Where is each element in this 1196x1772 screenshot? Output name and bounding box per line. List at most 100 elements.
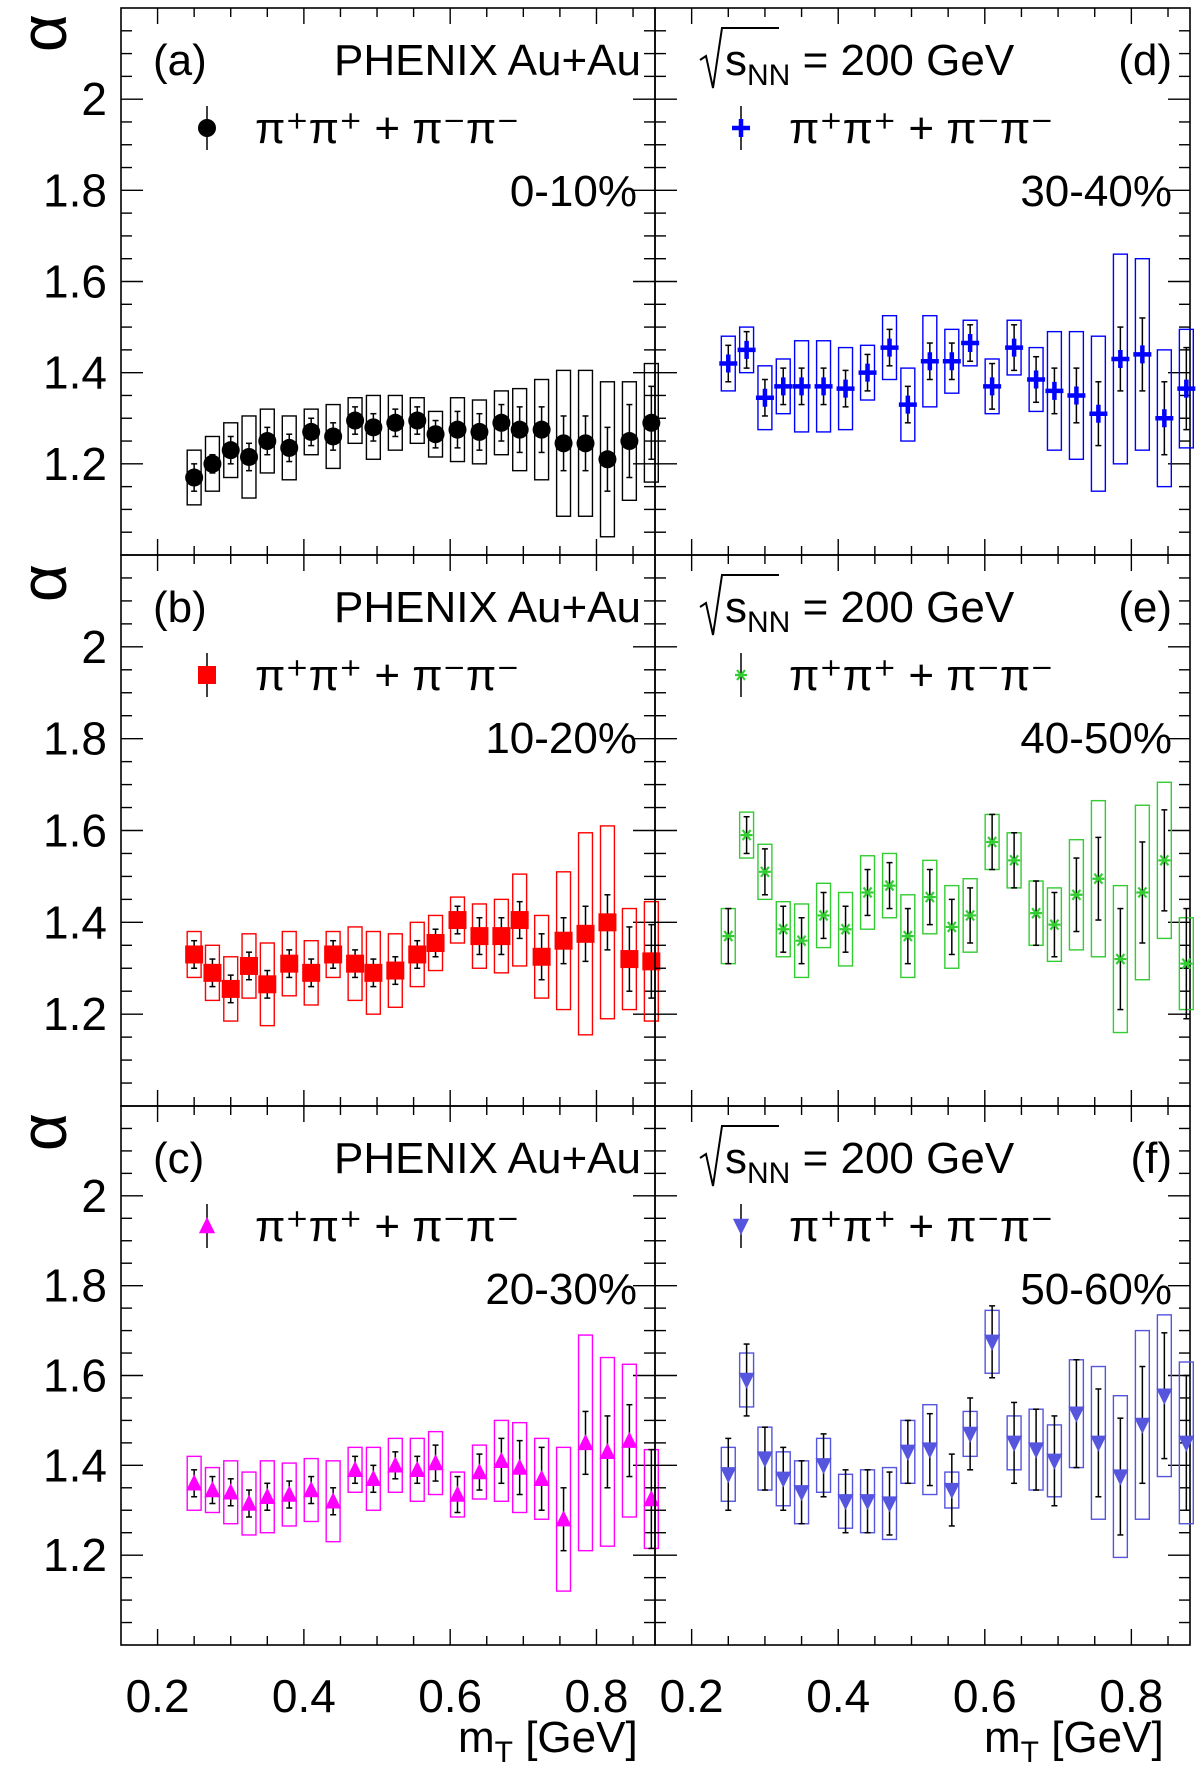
legend-label: π⁺π⁺ + π⁻π⁻ (255, 104, 519, 153)
syst-box (409, 1437, 425, 1502)
data-marker (883, 879, 896, 892)
x-axis-label-m: m (458, 1713, 495, 1762)
x-tick-label: 0.2 (126, 1670, 190, 1722)
data-point (1134, 1329, 1151, 1520)
data-point (719, 335, 738, 392)
data-point (386, 933, 405, 1008)
data-point (1177, 328, 1196, 449)
y-tick-label: 2 (81, 73, 107, 125)
data-point (427, 1430, 444, 1496)
data-point (1045, 330, 1064, 451)
y-tick-label: 1.8 (43, 164, 107, 216)
panel-e: sNN = 200 GeV (e) π⁺π⁺ + π⁻π⁻ 40-50% (654, 554, 1194, 1107)
data-marker (532, 947, 551, 966)
syst-box (533, 1437, 550, 1520)
data-marker (302, 422, 321, 441)
data-marker (1070, 889, 1083, 901)
data-point (408, 921, 427, 988)
data-marker (621, 1431, 638, 1448)
syst-box (223, 1460, 239, 1525)
data-point (186, 1455, 203, 1511)
data-point (364, 394, 383, 460)
data-marker (1112, 1469, 1129, 1486)
legend-label: π⁺π⁺ + π⁻π⁻ (255, 1202, 519, 1251)
syst-box (944, 884, 960, 969)
data-marker (755, 388, 774, 407)
syst-box (471, 1444, 488, 1500)
data-marker (983, 377, 1002, 396)
data-point (599, 1356, 616, 1547)
energy-label-rest: = 200 GeV (790, 36, 1014, 85)
syst-box (493, 1419, 510, 1502)
legend-marker (732, 1218, 750, 1235)
centrality-label: 10-20% (485, 714, 637, 763)
data-marker (303, 1481, 320, 1498)
data-point (1155, 349, 1174, 488)
data-point (449, 1471, 466, 1518)
data-marker (861, 886, 874, 899)
data-point (1111, 253, 1130, 465)
y-tick-label: 1.2 (43, 438, 107, 490)
data-marker (620, 432, 639, 451)
data-point (1027, 346, 1046, 413)
y-tick-label: 1.6 (43, 805, 107, 857)
data-marker (324, 427, 343, 446)
data-marker (448, 420, 467, 439)
syst-box (881, 1466, 898, 1541)
data-marker (408, 945, 427, 964)
syst-box (1134, 1329, 1151, 1520)
data-marker (943, 1482, 960, 1500)
data-point (1178, 907, 1194, 1020)
energy-label: sNN = 200 GeV (725, 1134, 1015, 1190)
data-marker (642, 952, 661, 971)
syst-box (1156, 781, 1173, 940)
data-point (814, 340, 833, 433)
data-point (1006, 1401, 1023, 1485)
data-point (448, 397, 467, 463)
syst-box (757, 843, 773, 901)
data-point (815, 1433, 832, 1498)
data-point (258, 408, 277, 474)
x-axis-label-left: mT [GeV] (458, 1713, 638, 1769)
data-marker (1008, 854, 1021, 867)
syst-box (204, 1466, 221, 1514)
data-marker (576, 434, 595, 453)
data-point (900, 894, 916, 979)
data-marker (986, 836, 999, 848)
x-tick-label: 0.8 (565, 1670, 629, 1722)
data-marker (836, 379, 855, 398)
data-point (859, 1469, 876, 1534)
data-point (738, 1343, 755, 1417)
data-point (858, 344, 877, 401)
data-point (203, 435, 222, 492)
syst-box (738, 811, 755, 859)
data-marker (346, 954, 365, 973)
data-marker (881, 1496, 898, 1513)
syst-box (186, 1455, 202, 1511)
data-marker (720, 1467, 737, 1484)
data-point (346, 926, 365, 1002)
syst-box (303, 1457, 319, 1523)
data-point (1156, 781, 1173, 940)
data-marker (470, 422, 489, 441)
data-point (1156, 1314, 1173, 1478)
data-point (983, 358, 1002, 415)
data-marker (240, 447, 259, 466)
data-point (881, 852, 898, 919)
syst-box (881, 852, 898, 919)
data-marker (554, 434, 573, 453)
data-marker (737, 340, 756, 359)
y-tick-label: 1.8 (43, 713, 107, 765)
y-axis-label-middle: α (6, 564, 80, 602)
data-marker (258, 975, 277, 994)
data-point (1046, 1415, 1063, 1507)
data-point (222, 1460, 239, 1525)
syst-box (281, 1462, 297, 1527)
data-point (984, 1305, 1001, 1379)
legend-marker (198, 666, 216, 684)
data-point (859, 855, 876, 930)
data-point (493, 1419, 510, 1502)
data-point (775, 1446, 792, 1511)
data-marker (1027, 1442, 1045, 1459)
